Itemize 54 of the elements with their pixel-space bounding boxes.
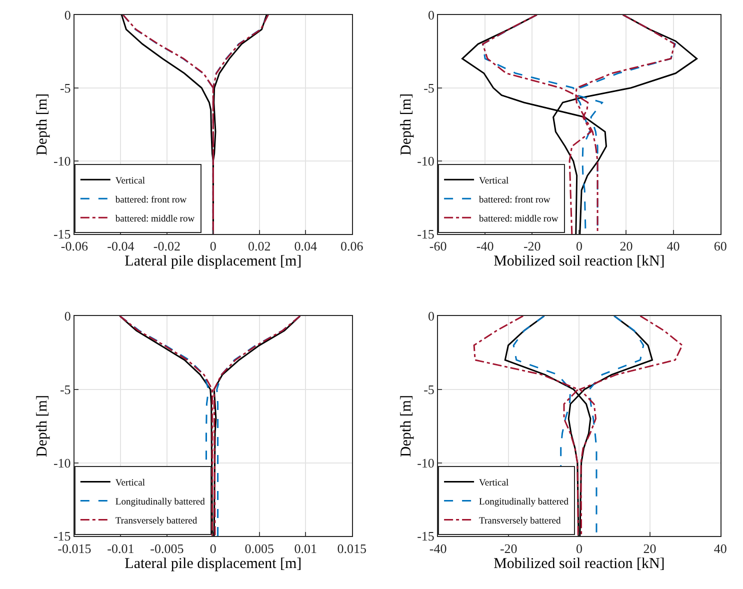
y-tick-label: -10 xyxy=(417,455,434,470)
legend-label: Vertical xyxy=(115,176,146,186)
x-axis-title: Lateral pile displacement [m] xyxy=(124,254,302,270)
x-tick-label: 0 xyxy=(576,238,582,254)
x-tick-label: -20 xyxy=(523,238,541,254)
x-tick-label: 0.005 xyxy=(244,540,274,556)
y-tick-label: -5 xyxy=(60,382,71,397)
y-tick-label: -5 xyxy=(424,382,434,397)
legend-label: Longitudinally battered xyxy=(115,497,206,508)
y-axis-title: Depth [m] xyxy=(398,93,414,156)
y-tick-label: -10 xyxy=(53,154,71,169)
x-tick-label: 60 xyxy=(714,238,727,254)
y-tick-label: -5 xyxy=(424,80,434,96)
y-axis-title: Depth [m] xyxy=(398,395,414,458)
y-tick-label: 0 xyxy=(428,308,434,324)
legend-label: Vertical xyxy=(479,176,509,186)
x-tick-label: -20 xyxy=(500,540,518,556)
y-tick-label: -10 xyxy=(53,455,71,470)
x-tick-label: 20 xyxy=(620,238,633,254)
x-tick-label: 20 xyxy=(643,540,656,556)
x-tick-label: 0 xyxy=(210,540,216,556)
legend-label: battered: middle row xyxy=(479,214,558,224)
x-tick-label: 0.02 xyxy=(248,238,271,254)
y-tick-label: 0 xyxy=(64,308,71,324)
x-tick-label: 40 xyxy=(666,238,680,254)
y-tick-label: -10 xyxy=(417,154,434,169)
legend-label: Vertical xyxy=(115,478,146,488)
x-tick-label: 0.06 xyxy=(340,238,364,254)
x-tick-label: -0.04 xyxy=(107,238,135,254)
y-axis-title: Depth [m] xyxy=(34,93,51,156)
x-axis-title: Lateral pile displacement [m] xyxy=(124,556,302,572)
x-tick-label: 0.01 xyxy=(294,540,318,556)
x-tick-label: 0 xyxy=(210,238,216,254)
y-tick-label: 0 xyxy=(64,7,71,22)
legend-label: Vertical xyxy=(479,478,509,488)
x-axis-title: Mobilized soil reaction [kN] xyxy=(494,556,665,572)
x-tick-label: -0.02 xyxy=(153,238,180,254)
y-tick-label: 0 xyxy=(428,7,434,22)
x-tick-label: 0.015 xyxy=(337,540,367,556)
legend-label: Longitudinally battered xyxy=(479,497,569,508)
x-tick-label: -0.01 xyxy=(107,540,134,556)
legend-label: Transversely battered xyxy=(479,516,561,526)
legend-label: battered: middle row xyxy=(115,214,195,224)
legend-label: Transversely battered xyxy=(115,516,198,526)
x-tick-label: 0.04 xyxy=(294,238,318,254)
x-tick-label: -40 xyxy=(476,238,494,254)
legend-label: battered: front row xyxy=(479,195,550,206)
y-tick-label: -5 xyxy=(60,80,71,96)
x-tick-label: 0 xyxy=(576,540,582,556)
x-tick-label: 40 xyxy=(714,540,727,556)
y-axis-title: Depth [m] xyxy=(34,395,51,458)
x-tick-label: -0.005 xyxy=(150,540,184,556)
legend-label: battered: front row xyxy=(115,195,187,206)
x-axis-title: Mobilized soil reaction [kN] xyxy=(494,254,665,270)
